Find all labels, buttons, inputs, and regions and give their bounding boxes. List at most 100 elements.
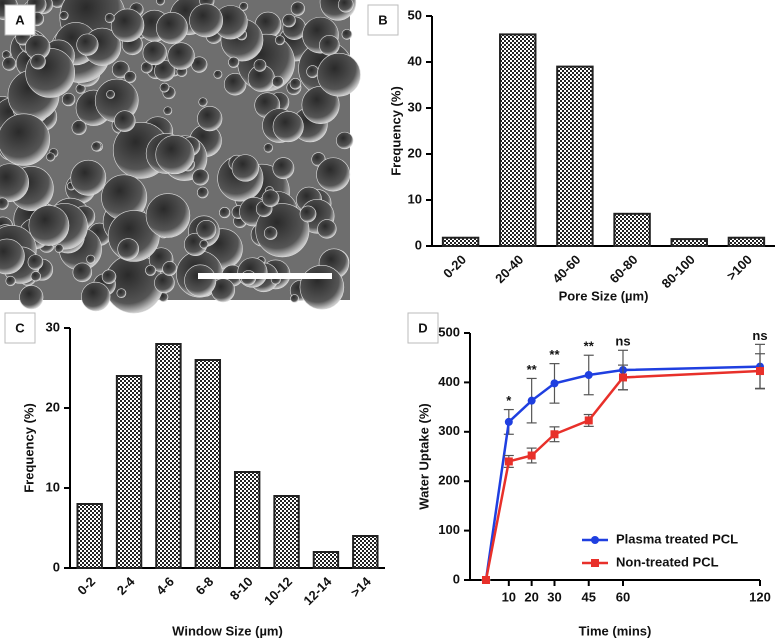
- marker: [618, 373, 627, 382]
- pore: [272, 111, 304, 143]
- pore: [319, 34, 340, 56]
- series-line: [484, 365, 761, 581]
- pore: [223, 73, 247, 96]
- y-tick-label: 10: [46, 479, 60, 494]
- panel-label: B: [378, 12, 387, 27]
- marker: [756, 367, 764, 376]
- pore: [110, 8, 145, 43]
- bar: [613, 212, 651, 248]
- pore: [104, 13, 115, 24]
- bar: [352, 535, 379, 569]
- pore: [198, 97, 208, 107]
- pore: [0, 163, 30, 202]
- pore: [167, 42, 195, 70]
- pore: [46, 152, 56, 162]
- pore: [145, 264, 156, 276]
- panel-label-box: [367, 4, 399, 36]
- pore: [0, 197, 9, 210]
- x-tick-label: 12-14: [300, 573, 335, 608]
- x-tick-label: 10: [502, 589, 516, 604]
- y-tick-label: 0: [415, 237, 422, 252]
- y-tick-label: 30: [408, 99, 422, 114]
- pore: [184, 264, 217, 297]
- x-tick-label: 0-20: [440, 252, 469, 281]
- y-tick-label: 20: [46, 399, 60, 414]
- pore: [154, 60, 176, 82]
- pore: [231, 154, 260, 182]
- pore: [261, 189, 280, 208]
- bar: [727, 236, 766, 248]
- panel-label-box: [407, 312, 439, 344]
- bar: [194, 359, 222, 569]
- pore: [228, 56, 240, 68]
- x-tick-label: 20-40: [492, 252, 526, 286]
- pore: [101, 269, 117, 284]
- x-tick-label: >14: [348, 573, 375, 600]
- pore: [317, 52, 361, 97]
- y-tick-label: 100: [438, 522, 460, 537]
- x-tick-label: 10-12: [261, 574, 295, 608]
- pore: [289, 77, 302, 90]
- marker: [481, 576, 490, 584]
- pore: [19, 285, 44, 310]
- panel-label: C: [15, 320, 25, 335]
- pore: [336, 131, 354, 150]
- pore: [111, 60, 130, 79]
- significance-label: ns: [615, 334, 630, 349]
- pore: [70, 159, 107, 196]
- x-tick-label: 4-6: [153, 574, 177, 598]
- panel-label: A: [15, 12, 25, 27]
- bar: [499, 33, 537, 248]
- pore: [255, 203, 310, 258]
- marker: [527, 396, 536, 405]
- marker: [584, 416, 593, 425]
- pore: [192, 168, 209, 186]
- pore: [162, 261, 177, 276]
- bar: [312, 551, 340, 569]
- x-tick-label: 120: [749, 589, 771, 604]
- x-tick-label: 80-100: [659, 252, 698, 291]
- pore: [253, 59, 267, 72]
- pore: [156, 11, 188, 44]
- bar: [233, 471, 261, 569]
- significance-label: *: [506, 393, 512, 408]
- x-tick-label: 0-2: [74, 574, 98, 598]
- x-tick-label: 60: [616, 589, 630, 604]
- x-axis-title: Window Size (µm): [172, 623, 283, 638]
- pore: [61, 92, 76, 107]
- x-axis-title: Pore Size (µm): [559, 288, 649, 303]
- x-tick-label: 6-8: [192, 574, 216, 598]
- pore: [117, 238, 140, 260]
- pore: [76, 33, 99, 56]
- pore: [30, 271, 41, 282]
- bar: [441, 236, 480, 248]
- pore: [28, 205, 70, 246]
- pore: [272, 157, 295, 180]
- pore: [154, 272, 175, 294]
- legend-label: Plasma treated PCL: [616, 531, 738, 546]
- y-axis-title: Frequency (%): [21, 403, 36, 493]
- series-line: [484, 369, 761, 581]
- pore: [106, 90, 115, 99]
- significance-label: **: [549, 347, 560, 362]
- pore: [27, 254, 44, 270]
- y-axis-title: Water Uptake (%): [416, 403, 431, 509]
- bar: [273, 495, 300, 569]
- pore: [2, 56, 17, 71]
- marker: [504, 417, 513, 426]
- y-tick-label: 20: [408, 145, 422, 160]
- significance-label: ns: [752, 328, 767, 343]
- y-tick-label: 10: [408, 191, 422, 206]
- x-tick-label: 40-60: [549, 252, 583, 286]
- y-tick-label: 50: [408, 7, 422, 22]
- pore: [290, 294, 299, 303]
- y-tick-label: 30: [46, 319, 60, 334]
- pore: [59, 11, 69, 21]
- pore: [124, 70, 137, 84]
- x-axis-title: Time (mins): [579, 623, 652, 638]
- pore: [0, 113, 51, 166]
- pore: [81, 281, 111, 312]
- x-tick-label: 60-80: [607, 252, 641, 286]
- significance-label: **: [584, 339, 595, 354]
